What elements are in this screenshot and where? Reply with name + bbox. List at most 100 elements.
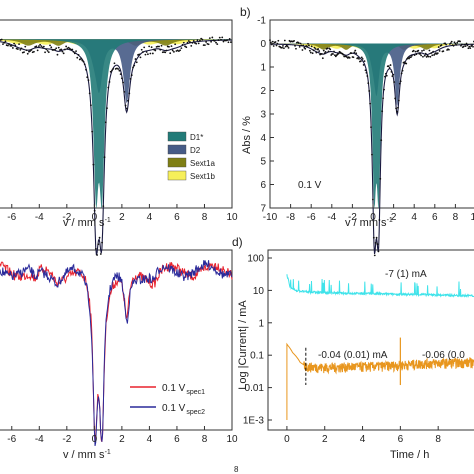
data-point [128,92,131,95]
data-point [431,54,434,57]
data-point [220,38,222,41]
data-point [171,49,174,52]
data-point [226,39,229,42]
data-point [370,126,372,129]
data-point [23,51,25,53]
data-point [371,153,373,156]
y-tick-label: 1 [260,63,266,74]
x-tick-label: 4 [147,212,153,223]
x-tick-label: -4 [35,212,44,223]
data-point [322,49,325,52]
data-point [384,72,387,75]
x-tick-label: 6 [432,212,438,223]
data-point [72,50,75,53]
data-point [134,58,137,60]
data-point [125,107,128,110]
data-point [71,48,74,51]
panel-a: -6 -4 -2 0 2 4 6 8 10 D1* D2 Sext1a Sext1b v / mm s… [0,36,238,256]
data-point [420,54,422,57]
panel-d-annotation-3: -0.06 (0.0 [422,350,465,361]
y-tick-label: 0.1 [250,351,264,362]
data-point [444,42,447,45]
data-point [342,53,345,56]
d2-area [0,39,232,104]
legend-swatch [167,144,187,155]
data-point [390,70,393,73]
data-point [118,69,121,72]
data-point [145,51,148,53]
data-point [414,50,417,53]
data-point [86,76,89,79]
data-point [62,52,65,55]
data-point [449,42,452,45]
data-point [307,42,309,45]
data-point [281,46,283,49]
x-tick-label: 4 [411,212,417,223]
data-point [108,81,111,83]
data-point [368,90,371,92]
data-point [295,47,297,50]
data-point [77,54,80,56]
data-point [208,37,211,40]
data-point [329,48,332,51]
panel-c: -6 -4 -2 0 2 4 6 8 10 0.1 Vspec1 0.1 Vspec2 v / m… [0,260,238,461]
x-tick-label: 0 [370,212,376,223]
data-point [35,45,38,48]
data-point [60,48,63,51]
x-tick-label: 10 [470,212,474,223]
data-point [107,86,110,89]
panel-d-series-orange [286,342,474,420]
d1-area [270,43,474,209]
data-point [158,45,160,48]
x-tick-label: -6 [7,212,16,223]
data-point [61,50,64,53]
y-tick-label: -1 [257,16,266,27]
data-point [377,250,380,253]
data-point [106,107,108,109]
data-point [92,163,95,166]
data-point [389,64,392,66]
data-point [310,45,313,48]
data-point [352,56,355,59]
data-point [309,51,312,54]
data-point [302,44,305,47]
data-point [472,45,474,48]
data-point [39,43,42,46]
x-tick-label: 2 [391,212,397,223]
data-point [218,36,221,39]
data-point [142,51,144,53]
data-point [139,56,142,59]
legend-label: Sext1b [190,172,215,181]
data-point [306,45,308,48]
data-point [358,57,360,60]
data-point [393,81,396,83]
data-point [90,104,92,107]
data-point [442,50,445,53]
x-tick-label: -2 [62,212,71,223]
data-point [88,92,91,95]
data-point [366,75,369,77]
data-point [11,47,14,49]
data-point [400,72,403,75]
data-point [16,48,19,50]
x-tick-label: -2 [348,212,357,223]
data-point [25,49,28,52]
data-point [313,46,316,49]
data-point [401,69,404,72]
data-point [274,41,277,43]
data-point [437,46,440,48]
panel-a-xlabel: v / mm s-1 [63,217,111,229]
data-point [197,42,200,45]
data-point [399,80,402,83]
data-point [210,40,212,43]
data-point [276,42,279,45]
data-point [373,254,376,257]
data-point [372,236,375,239]
data-point [75,50,77,52]
data-point [460,43,463,46]
data-point [360,56,363,59]
data-point [124,104,127,107]
data-point [143,46,146,49]
panel-c-xlabel: v / mm s-1 [63,449,111,461]
legend-label: D2 [190,146,201,155]
